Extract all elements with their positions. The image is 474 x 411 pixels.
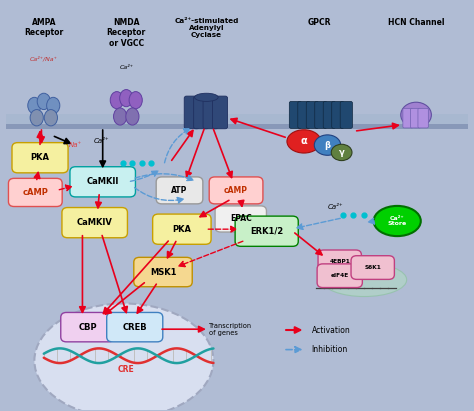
Text: β: β	[325, 141, 330, 150]
Text: Ca²⁺: Ca²⁺	[328, 204, 344, 210]
Text: Ca²⁺/Na⁺: Ca²⁺/Na⁺	[30, 56, 58, 62]
FancyBboxPatch shape	[9, 178, 62, 206]
Ellipse shape	[114, 108, 127, 125]
FancyBboxPatch shape	[194, 96, 209, 129]
FancyBboxPatch shape	[153, 214, 211, 244]
Ellipse shape	[28, 97, 41, 114]
FancyBboxPatch shape	[134, 257, 192, 287]
FancyBboxPatch shape	[70, 167, 136, 197]
Ellipse shape	[35, 303, 213, 411]
Text: Ca²⁺
Store: Ca²⁺ Store	[388, 216, 407, 226]
Text: NMDA
Receptor
or VGCC: NMDA Receptor or VGCC	[107, 18, 146, 48]
Text: CRE: CRE	[118, 365, 135, 374]
Text: cAMP: cAMP	[22, 188, 48, 197]
FancyBboxPatch shape	[107, 312, 163, 342]
Text: cAMP: cAMP	[224, 186, 248, 195]
FancyBboxPatch shape	[235, 216, 298, 246]
FancyBboxPatch shape	[340, 102, 353, 128]
FancyBboxPatch shape	[306, 102, 319, 128]
Ellipse shape	[46, 97, 60, 114]
FancyBboxPatch shape	[289, 102, 301, 128]
Ellipse shape	[37, 93, 50, 110]
Text: PKA: PKA	[173, 225, 191, 234]
FancyBboxPatch shape	[418, 109, 428, 128]
Text: CBP: CBP	[78, 323, 97, 332]
FancyBboxPatch shape	[298, 102, 310, 128]
FancyBboxPatch shape	[323, 102, 336, 128]
Text: PKA: PKA	[30, 153, 49, 162]
Ellipse shape	[110, 92, 123, 109]
Ellipse shape	[314, 135, 341, 155]
Text: ERK1/2: ERK1/2	[250, 227, 283, 236]
Ellipse shape	[126, 108, 139, 125]
Text: Na⁺: Na⁺	[69, 143, 82, 148]
FancyBboxPatch shape	[403, 109, 413, 128]
FancyBboxPatch shape	[315, 102, 327, 128]
FancyBboxPatch shape	[317, 264, 362, 288]
Ellipse shape	[322, 263, 407, 296]
Ellipse shape	[401, 102, 431, 127]
Text: GPCR: GPCR	[308, 18, 331, 27]
Text: CaMKIV: CaMKIV	[77, 218, 113, 227]
Text: AMPA
Receptor: AMPA Receptor	[24, 18, 64, 37]
Text: Activation: Activation	[311, 326, 350, 335]
Text: α: α	[301, 136, 307, 146]
Ellipse shape	[30, 110, 43, 126]
FancyBboxPatch shape	[61, 312, 115, 342]
FancyBboxPatch shape	[184, 96, 199, 129]
FancyBboxPatch shape	[6, 124, 468, 129]
Text: Transcription
of genes: Transcription of genes	[209, 323, 252, 336]
FancyBboxPatch shape	[203, 96, 218, 129]
Text: CREB: CREB	[122, 323, 147, 332]
FancyBboxPatch shape	[351, 256, 394, 279]
FancyBboxPatch shape	[318, 250, 361, 274]
FancyBboxPatch shape	[332, 102, 344, 128]
Ellipse shape	[129, 92, 142, 109]
Text: Ca²⁺: Ca²⁺	[94, 138, 109, 144]
Text: S6K1: S6K1	[365, 265, 381, 270]
FancyBboxPatch shape	[6, 115, 468, 126]
FancyBboxPatch shape	[209, 177, 263, 204]
Text: Inhibition: Inhibition	[311, 345, 348, 354]
Ellipse shape	[374, 206, 421, 236]
Text: Ca²⁺-stimulated
Adenylyl
Cyclase: Ca²⁺-stimulated Adenylyl Cyclase	[174, 18, 238, 38]
Ellipse shape	[119, 90, 133, 107]
Text: ATP: ATP	[171, 186, 188, 195]
FancyBboxPatch shape	[12, 143, 68, 173]
Ellipse shape	[195, 93, 218, 102]
Text: Ca²⁺: Ca²⁺	[119, 65, 133, 69]
Text: MSK1: MSK1	[150, 268, 176, 277]
Text: HCN Channel: HCN Channel	[388, 18, 444, 27]
Ellipse shape	[287, 130, 321, 153]
FancyBboxPatch shape	[212, 96, 228, 129]
FancyBboxPatch shape	[62, 208, 128, 238]
FancyBboxPatch shape	[215, 206, 266, 232]
Text: 4EBP1: 4EBP1	[329, 259, 350, 264]
Ellipse shape	[331, 144, 352, 161]
FancyBboxPatch shape	[156, 177, 203, 204]
Ellipse shape	[44, 110, 57, 126]
FancyBboxPatch shape	[410, 109, 421, 128]
Text: γ: γ	[339, 148, 345, 157]
Text: CaMKII: CaMKII	[87, 177, 119, 186]
Text: eIF4E: eIF4E	[330, 273, 349, 278]
Text: EPAC: EPAC	[230, 215, 252, 224]
